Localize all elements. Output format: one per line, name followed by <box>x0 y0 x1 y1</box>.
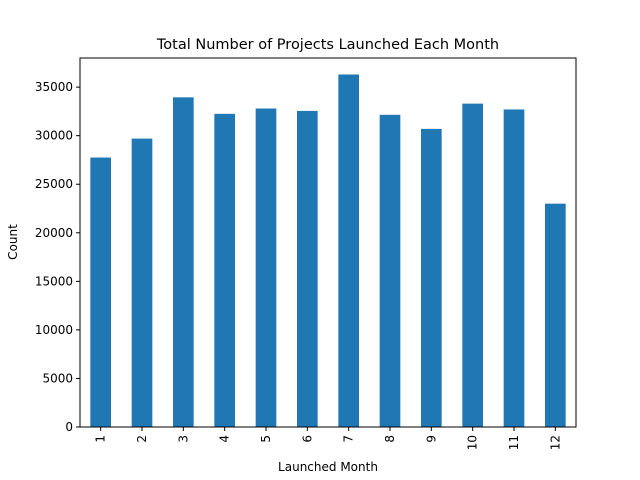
x-tick-label: 6 <box>300 435 314 443</box>
bar-month-11 <box>503 109 525 427</box>
x-axis-ticks: 1 2 3 4 5 6 7 8 9 10 11 12 <box>94 427 562 450</box>
bar-month-7 <box>338 74 359 427</box>
x-tick-label: 10 <box>466 435 480 450</box>
y-tick-label: 0 <box>65 420 73 434</box>
x-tick-label: 1 <box>94 435 108 443</box>
x-tick-label: 5 <box>259 435 273 443</box>
bar-month-3 <box>173 97 194 427</box>
y-tick-label: 25000 <box>35 177 73 191</box>
y-axis-label: Count <box>6 224 20 260</box>
y-tick-label: 20000 <box>35 226 73 240</box>
bar-month-9 <box>421 128 442 427</box>
y-tick-label: 10000 <box>35 323 73 337</box>
bar-month-10 <box>462 103 483 428</box>
x-tick-label: 3 <box>176 435 190 443</box>
bar-month-12 <box>545 203 566 427</box>
bar-month-8 <box>379 114 401 427</box>
chart-title: Total Number of Projects Launched Each M… <box>156 37 499 53</box>
plot-frame <box>79 57 577 428</box>
y-tick-label: 30000 <box>35 129 73 143</box>
x-tick-label: 2 <box>135 435 149 443</box>
y-tick-label: 35000 <box>35 80 73 94</box>
x-tick-label: 12 <box>548 435 562 450</box>
x-tick-label: 7 <box>342 435 356 443</box>
y-axis-ticks: 0 5000 10000 15000 20000 25000 30000 35000 <box>35 80 80 434</box>
bar-month-6 <box>297 110 318 428</box>
bars-layer <box>90 74 566 428</box>
x-tick-label: 9 <box>424 435 438 443</box>
bar-month-5 <box>255 108 277 427</box>
x-axis-label: Launched Month <box>278 460 378 474</box>
x-tick-label: 8 <box>383 435 397 443</box>
x-tick-label: 4 <box>218 435 232 443</box>
bar-month-1 <box>90 157 111 427</box>
bar-month-2 <box>131 138 153 428</box>
y-tick-label: 5000 <box>42 371 73 385</box>
y-tick-label: 15000 <box>35 274 73 288</box>
x-tick-label: 11 <box>507 435 521 450</box>
bar-month-4 <box>214 113 235 428</box>
